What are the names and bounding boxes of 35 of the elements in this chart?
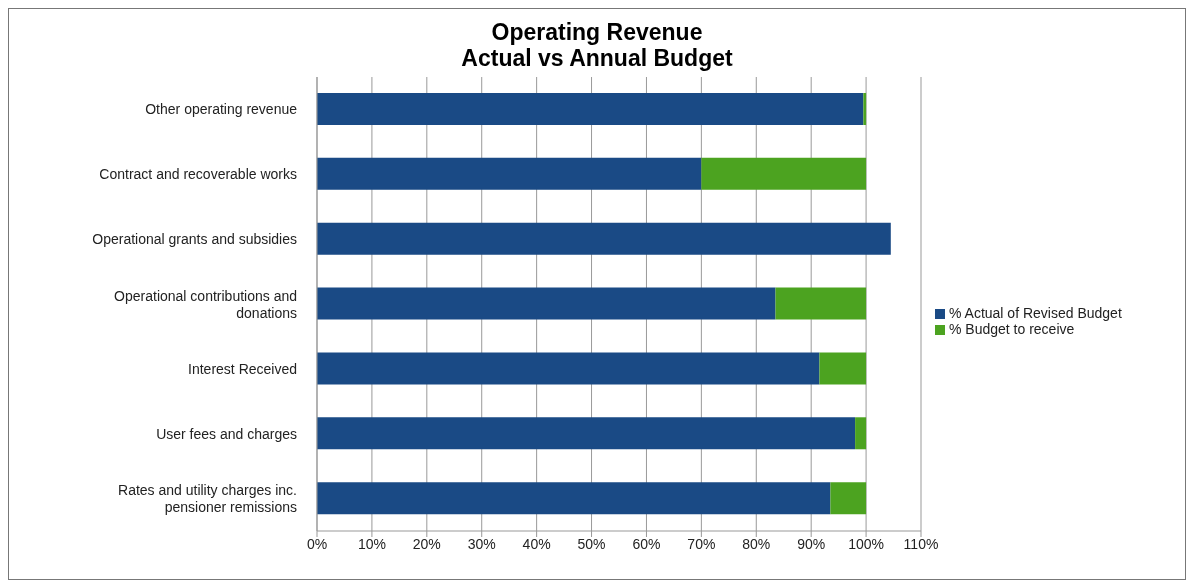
y-tick-label: Contract and recoverable works xyxy=(99,166,297,183)
x-tick-label: 0% xyxy=(306,535,328,552)
x-tick-label: 110% xyxy=(903,535,939,552)
x-tick-label: 10% xyxy=(357,535,386,552)
bar xyxy=(863,93,867,125)
x-tick-label: 100% xyxy=(848,535,884,552)
y-tick-label: Interest Received xyxy=(188,360,297,377)
bar xyxy=(775,287,867,320)
bar xyxy=(317,157,702,190)
legend-label: % Actual of Revised Budget xyxy=(949,305,1122,321)
y-tick-label: Operational contributions and donations xyxy=(114,287,297,321)
bar xyxy=(317,482,831,515)
y-tick-label: User fees and charges xyxy=(156,425,297,442)
x-tick-label: 50% xyxy=(577,535,606,552)
x-tick-label: 20% xyxy=(412,535,441,552)
legend-label: % Budget to receive xyxy=(949,321,1075,337)
x-tick-label: 80% xyxy=(742,535,771,552)
bar xyxy=(830,482,867,515)
x-tick-label: 30% xyxy=(467,535,496,552)
bar xyxy=(819,352,867,385)
x-tick-label: 70% xyxy=(687,535,716,552)
chart-title: Operating Revenue Actual vs Annual Budget xyxy=(460,19,734,71)
bar xyxy=(317,222,891,255)
bar xyxy=(317,417,856,450)
x-tick-label: 40% xyxy=(522,535,551,552)
bar xyxy=(317,287,776,320)
bar xyxy=(855,417,867,450)
y-tick-label: Operational grants and subsidies xyxy=(92,231,297,248)
x-tick-label: 60% xyxy=(632,535,661,552)
y-tick-label: Other operating revenue xyxy=(145,101,298,118)
bar xyxy=(317,93,864,125)
bar xyxy=(701,157,867,190)
y-tick-label: Rates and utility charges inc. pensioner remissions xyxy=(118,482,297,516)
bar xyxy=(317,352,820,385)
x-tick-label: 90% xyxy=(797,535,826,552)
